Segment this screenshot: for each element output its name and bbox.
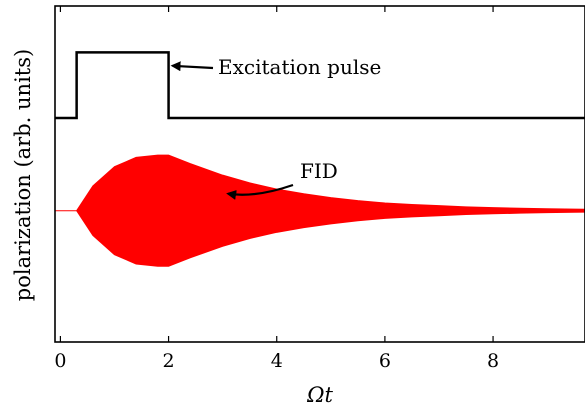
excitation-pulse-series: [55, 51, 585, 120]
fid-series: [55, 154, 585, 267]
plot-frame: [54, 5, 585, 343]
x-tick-label: 8: [487, 350, 499, 372]
x-tick-label: 6: [379, 350, 391, 372]
excitation-pulse-label: Excitation pulse: [218, 55, 381, 79]
annotations: Excitation pulse FID: [170, 55, 381, 200]
x-axis-label: Ωt: [306, 383, 333, 407]
y-axis-label: polarization (arb. units): [11, 49, 35, 301]
x-tick-label: 4: [271, 350, 283, 372]
excitation-pulse-arrow: [170, 61, 214, 72]
fid-arrow: [226, 183, 294, 200]
x-tick-label: 2: [163, 350, 175, 372]
x-tick-label: 0: [54, 350, 66, 372]
fid-label: FID: [300, 159, 338, 183]
plot-area: [55, 51, 585, 267]
x-axis: 0 2 4 6 8: [54, 6, 499, 372]
